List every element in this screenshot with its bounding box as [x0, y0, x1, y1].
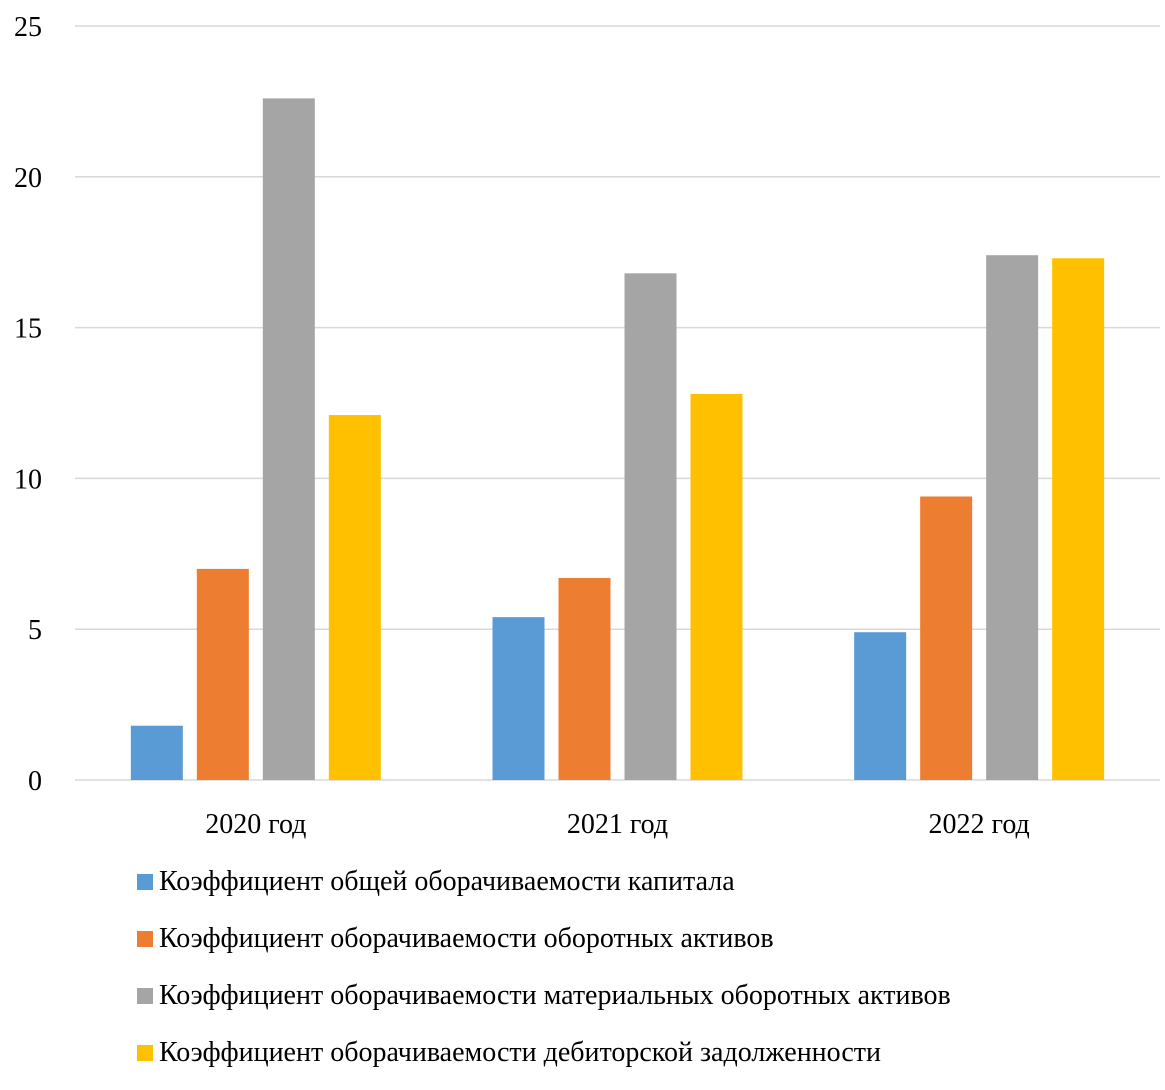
bars — [130, 98, 1105, 780]
x-tick-label: 2022 год — [929, 809, 1030, 840]
y-tick-label: 20 — [14, 163, 42, 194]
legend-label: Коэффициент общей оборачиваемости капита… — [159, 866, 735, 897]
legend-item-receivables-turnover: Коэффициент оборачиваемости дебиторской … — [137, 1033, 1137, 1073]
bar-2020-год-series-4 — [328, 415, 381, 780]
x-tick-label: 2020 год — [205, 809, 306, 840]
bar-2022-год-series-4 — [1052, 258, 1105, 780]
legend-swatch — [137, 988, 153, 1004]
y-tick-label: 0 — [28, 766, 42, 797]
legend: Коэффициент общей оборачиваемости капита… — [137, 862, 1137, 1090]
y-tick-label: 10 — [14, 464, 42, 495]
y-tick-label: 25 — [14, 12, 42, 43]
x-tick-label: 2021 год — [567, 809, 668, 840]
legend-swatch — [137, 931, 153, 947]
bar-2022-год-series-1 — [854, 632, 907, 780]
chart-plot: 0 5 10 15 20 25 2020 год 2021 год 2022 год — [14, 12, 1160, 840]
bar-2022-год-series-2 — [920, 496, 973, 780]
legend-label: Коэффициент оборачиваемости оборотных ак… — [159, 923, 774, 954]
chart: 0 5 10 15 20 25 2020 год 2021 год 2022 год Коэф… — [14, 12, 1160, 1068]
legend-item-inventory-turnover: Коэффициент оборачиваемости материальных… — [137, 976, 1137, 1016]
bar-2020-год-series-1 — [130, 725, 183, 780]
bar-2022-год-series-3 — [986, 255, 1039, 780]
legend-swatch — [137, 1045, 153, 1061]
bar-2020-год-series-3 — [262, 98, 315, 780]
y-tick-label: 15 — [14, 314, 42, 345]
legend-swatch — [137, 874, 153, 890]
bar-2021-год-series-3 — [624, 273, 677, 780]
bar-2021-год-series-1 — [492, 617, 545, 780]
bar-2020-год-series-2 — [196, 568, 249, 780]
y-tick-label: 5 — [28, 615, 42, 646]
bar-2021-год-series-4 — [690, 393, 743, 780]
x-axis-ticks: 2020 год 2021 год 2022 год — [205, 809, 1030, 840]
legend-label: Коэффициент оборачиваемости материальных… — [159, 980, 951, 1011]
bar-2021-год-series-2 — [558, 577, 611, 780]
legend-item-current-assets-turnover: Коэффициент оборачиваемости оборотных ак… — [137, 919, 1137, 959]
legend-label: Коэффициент оборачиваемости дебиторской … — [159, 1037, 882, 1068]
y-axis-ticks: 0 5 10 15 20 25 — [14, 12, 42, 797]
legend-item-capital-turnover: Коэффициент общей оборачиваемости капита… — [137, 862, 1137, 902]
grid-layer — [75, 25, 1160, 781]
